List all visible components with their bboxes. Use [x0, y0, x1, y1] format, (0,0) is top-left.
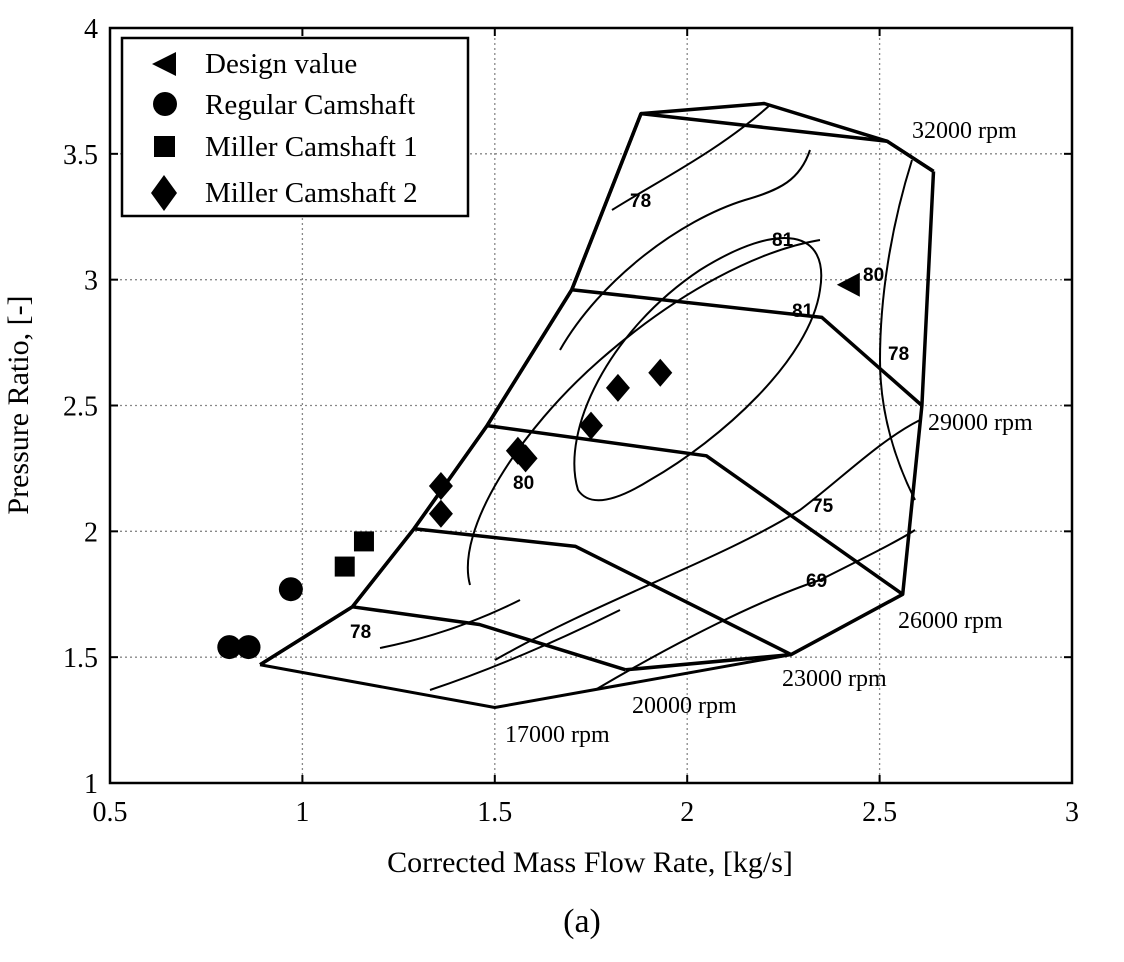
x-tick-label: 0.5: [93, 797, 128, 828]
axis-ticks: [109, 27, 1073, 784]
point-miller-camshaft-2: [605, 373, 630, 402]
legend-label-regular-camshaft: Regular Camshaft: [205, 89, 415, 121]
legend-diamond-icon: [151, 175, 177, 211]
x-tick-label: 2.5: [862, 797, 897, 828]
y-tick-label: 4: [84, 14, 98, 45]
rpm-label-26000: 26000 rpm: [898, 608, 1003, 634]
rpm-label-32000: 32000 rpm: [912, 118, 1017, 144]
legend-label-miller-camshaft-2: Miller Camshaft 2: [205, 177, 418, 209]
x-tick-label: 1.5: [477, 797, 512, 828]
legend-label-design-value: Design value: [205, 48, 357, 80]
y-tick-label: 1: [84, 769, 98, 800]
efficiency-contour-81-island: [573, 237, 823, 502]
efficiency-label: 81: [772, 230, 794, 251]
efficiency-contour-low-2: [429, 609, 621, 691]
y-tick-label: 2.5: [63, 392, 98, 423]
x-axis-label: Corrected Mass Flow Rate, [kg/s]: [387, 846, 793, 879]
point-miller-camshaft-2: [513, 444, 538, 473]
point-design-value: [836, 272, 860, 297]
legend-circle-icon: [153, 92, 177, 116]
point-miller-camshaft-2: [428, 472, 453, 501]
point-regular-camshaft: [217, 635, 242, 660]
surge-line: [259, 112, 643, 667]
point-regular-camshaft: [236, 635, 261, 660]
axis-tick-labels: 0.5 1 1.5 2 2.5 311.522.533.54: [63, 14, 1079, 828]
efficiency-label: 69: [806, 571, 827, 592]
efficiency-label: 78: [888, 344, 909, 365]
efficiency-label: 80: [513, 473, 534, 494]
legend: Design value Regular Camshaft Miller Cam…: [120, 36, 470, 218]
x-tick-label: 2: [680, 797, 694, 828]
x-tick-label: 1: [295, 797, 309, 828]
y-tick-label: 1.5: [63, 643, 98, 674]
efficiency-contours: [379, 104, 921, 691]
y-axis-label: Pressure Ratio, [-]: [2, 295, 35, 514]
rpm-label-29000: 29000 rpm: [928, 410, 1033, 436]
point-miller-camshaft-1: [334, 556, 355, 577]
y-tick-label: 3: [84, 266, 98, 297]
efficiency-label: 80: [863, 265, 884, 286]
figure-caption: (a): [563, 903, 601, 940]
efficiency-contour-78-low: [379, 599, 521, 649]
efficiency-contour-80-upper: [559, 149, 811, 351]
point-miller-camshaft-2: [648, 358, 673, 387]
bottom-boundary: [259, 653, 792, 709]
rpm-label-23000: 23000 rpm: [782, 666, 887, 692]
efficiency-label: 81: [792, 301, 814, 322]
efficiency-contour-78-right: [878, 159, 916, 501]
efficiency-labels: 78 81 81 80 78 80 75 69 78: [350, 191, 909, 643]
map-boundary: [259, 112, 936, 709]
efficiency-label: 75: [812, 496, 834, 517]
efficiency-contour-80-inner: [466, 239, 821, 586]
data-points: [217, 272, 860, 660]
rpm-label-17000: 17000 rpm: [505, 722, 610, 748]
legend-square-icon: [154, 136, 175, 157]
point-miller-camshaft-2: [428, 499, 453, 528]
rpm-labels: 32000 rpm 29000 rpm 26000 rpm 23000 rpm …: [505, 118, 1033, 748]
point-miller-camshaft-2: [579, 411, 603, 440]
efficiency-contour-69: [594, 529, 916, 691]
legend-label-miller-camshaft-1: Miller Camshaft 1: [205, 131, 418, 163]
efficiency-label: 78: [350, 622, 371, 643]
point-regular-camshaft: [278, 577, 303, 602]
legend-triangle-left-icon: [152, 52, 176, 76]
rpm-label-20000: 20000 rpm: [632, 693, 737, 719]
y-tick-label: 2: [84, 517, 98, 548]
choke-line: [625, 171, 936, 672]
legend-box: [120, 36, 470, 218]
efficiency-label: 78: [630, 191, 651, 212]
y-tick-label: 3.5: [63, 140, 98, 171]
speed-line-32000: [640, 101, 935, 173]
efficiency-contour-78-upper: [611, 104, 771, 211]
point-miller-camshaft-1: [353, 531, 374, 552]
efficiency-contour-75: [494, 419, 921, 661]
x-tick-label: 3: [1065, 797, 1079, 828]
